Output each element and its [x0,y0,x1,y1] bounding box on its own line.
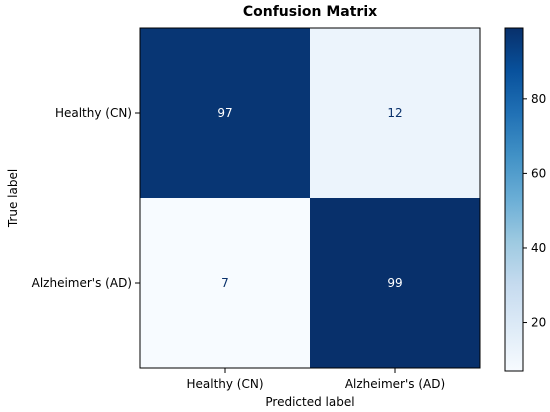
matrix-cell-labels: 97 12 7 99 [217,106,402,290]
colorbar-ticks: 20 40 60 80 [523,92,546,330]
matrix-cell [310,198,480,368]
colorbar-tick-label: 20 [531,316,546,330]
y-axis-ticks: Healthy (CN) Alzheimer's (AD) [32,106,140,290]
matrix-cells [140,28,480,368]
matrix-cell [310,28,480,198]
colorbar-tick-label: 80 [531,92,546,106]
cell-value-label: 97 [217,106,232,120]
colorbar-tick-label: 40 [531,241,546,255]
cell-value-label: 7 [221,276,229,290]
cell-value-label: 12 [387,106,402,120]
cell-value-label: 99 [387,276,402,290]
x-tick-label: Healthy (CN) [186,377,263,391]
colorbar-tick-label: 60 [531,166,546,180]
matrix-cell [140,28,310,198]
chart-title: Confusion Matrix [243,4,377,20]
x-axis-ticks: Healthy (CN) Alzheimer's (AD) [186,368,445,391]
y-tick-label: Alzheimer's (AD) [32,276,132,290]
matrix-cell [140,198,310,368]
x-axis-label: Predicted label [265,395,354,409]
y-axis-label: True label [6,169,20,228]
colorbar [504,27,524,372]
y-tick-label: Healthy (CN) [55,106,132,120]
matrix-frame [139,27,481,369]
x-tick-label: Alzheimer's (AD) [345,377,445,391]
